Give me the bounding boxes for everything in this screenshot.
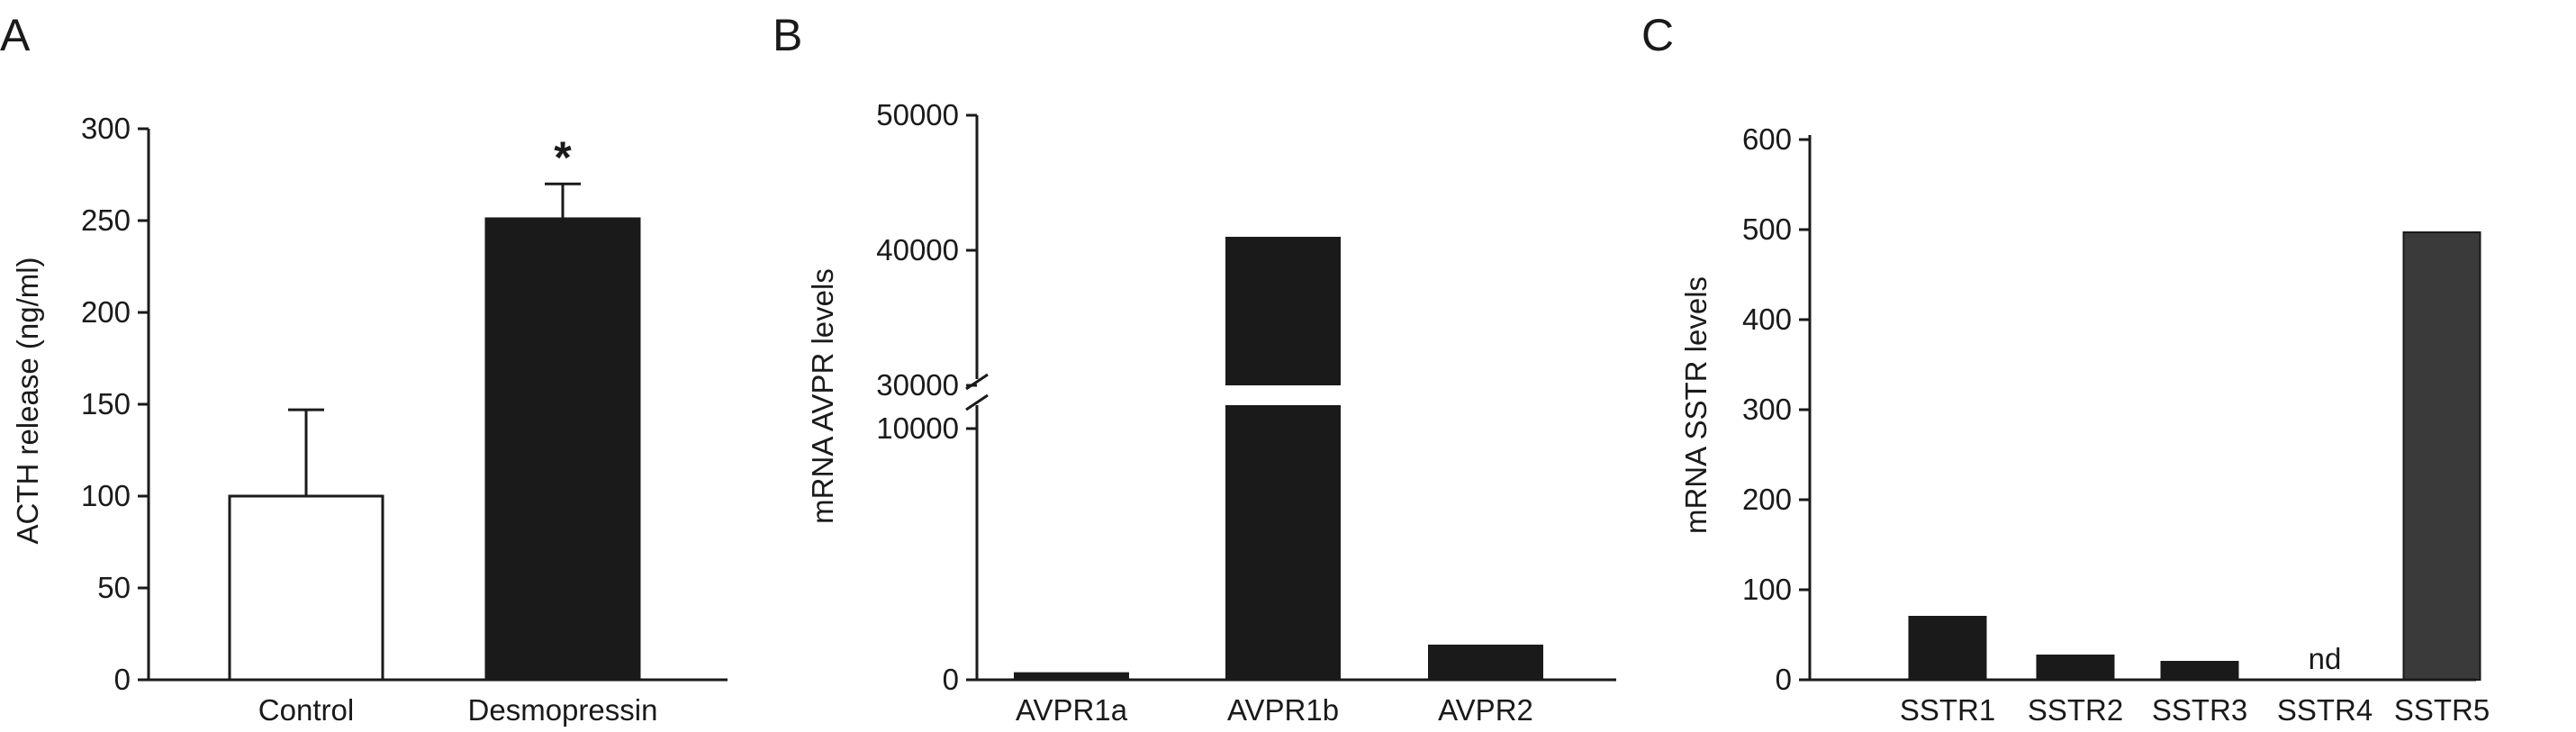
- panel-b-axis-break-2: [965, 393, 989, 411]
- panel-c-ytick-label: 400: [1742, 303, 1792, 336]
- panel-b-bars: [1014, 237, 1543, 680]
- panel-c-category-label: SSTR1: [1900, 693, 1995, 727]
- panel-c-letter: C: [1641, 10, 1674, 60]
- panel-b-bar: [1428, 644, 1543, 680]
- panel-c-ytick-label: 500: [1742, 212, 1792, 246]
- panel-b-categories: AVPR1a AVPR1b AVPR2: [1016, 693, 1533, 727]
- panel-a-ytick-label: 200: [81, 295, 131, 329]
- panel-b-ytick-label: 30000: [876, 368, 959, 402]
- panel-b-ytick-label: 10000: [876, 411, 959, 445]
- panel-c-ytick-label: 600: [1742, 122, 1792, 156]
- panel-a-categories: Control Desmopressin: [258, 693, 658, 727]
- panel-b-yticks: 0 10000 30000 40000 50000: [876, 98, 977, 696]
- panel-a-ytick-label: 250: [81, 203, 131, 237]
- panel-b-letter: B: [773, 10, 802, 60]
- panel-a-ytick-label: 300: [81, 112, 131, 145]
- panel-b-bar-lower: [1225, 405, 1341, 680]
- panel-b-category-label: AVPR1a: [1016, 693, 1128, 727]
- panel-c-category-label: SSTR4: [2277, 693, 2373, 727]
- panel-a-ylabel: ACTH release (ng/ml): [11, 257, 44, 544]
- panel-a-bar: [228, 494, 384, 682]
- panel-c-bars: nd: [1908, 231, 2481, 681]
- panel-b-ytick-label: 50000: [876, 98, 959, 131]
- panel-a-bars: *: [228, 132, 641, 682]
- panel-b-category-label: AVPR2: [1438, 693, 1533, 727]
- panel-c-ytick-label: 0: [1776, 663, 1792, 696]
- panel-c-ytick-label: 300: [1742, 393, 1792, 426]
- panel-b-ylabel: mRNA AVPR levels: [806, 268, 839, 524]
- panel-a-ytick-label: 50: [97, 571, 131, 604]
- panel-a-bar: [484, 217, 641, 682]
- panel-a-yticks: 0 50 100 150 200 250 300: [81, 112, 149, 696]
- panel-b: B mRNA AVPR levels 0 10000 30000 40000 50000…: [773, 10, 1616, 727]
- panel-c-category-label: SSTR2: [2028, 693, 2123, 727]
- panel-c-category-label: SSTR3: [2152, 693, 2247, 727]
- panel-b-ytick-label: 40000: [876, 233, 959, 267]
- panel-b-bar: [1014, 672, 1129, 680]
- panel-b-axis-break-1: [965, 373, 989, 391]
- panel-c-categories: SSTR1 SSTR2 SSTR3 SSTR4 SSTR5: [1900, 693, 2490, 727]
- panel-c: C mRNA SSTR levels 0 100 200 300 400 500 600 n…: [1641, 10, 2490, 727]
- panel-b-bar-upper: [1225, 237, 1341, 385]
- panel-c-bar: [1908, 616, 1987, 681]
- panel-a: A ACTH release (ng/ml) 0 50 100 150 200 250 30…: [0, 10, 728, 727]
- panel-c-bar: [2036, 655, 2115, 681]
- panel-a-ytick-label: 0: [114, 663, 131, 696]
- panel-c-category-label: SSTR5: [2394, 693, 2490, 727]
- panel-c-ytick-label: 200: [1742, 483, 1792, 516]
- panel-a-category-label: Control: [258, 693, 354, 727]
- panel-a-category-label: Desmopressin: [468, 693, 658, 727]
- panel-c-bar: [2160, 661, 2239, 681]
- panel-b-category-label: AVPR1b: [1227, 693, 1339, 727]
- panel-b-ytick-label: 0: [943, 663, 959, 696]
- panel-a-ytick-label: 150: [81, 387, 131, 420]
- panel-c-yticks: 0 100 200 300 400 500 600: [1742, 122, 1810, 696]
- panel-c-value-label: nd: [2309, 642, 2342, 675]
- panel-a-ytick-label: 100: [81, 479, 131, 512]
- panel-a-significance-mark: *: [554, 132, 572, 183]
- panel-c-bar: [2402, 231, 2481, 681]
- panel-c-ylabel: mRNA SSTR levels: [1679, 276, 1713, 534]
- panel-a-letter: A: [0, 10, 31, 60]
- panel-c-ytick-label: 100: [1742, 573, 1792, 606]
